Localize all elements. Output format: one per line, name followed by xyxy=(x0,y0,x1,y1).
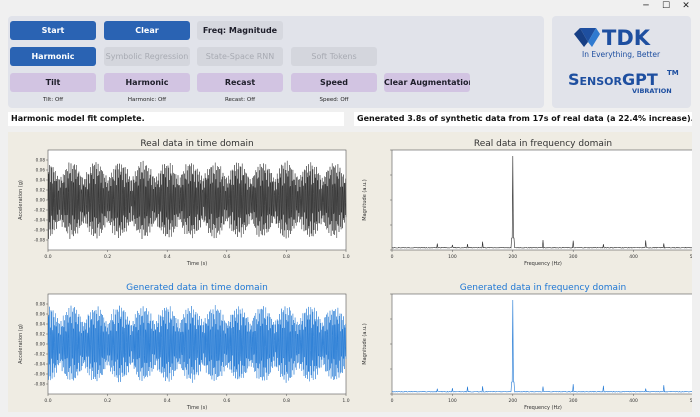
y-tick-label: 0.02 xyxy=(36,188,46,193)
soft-tokens-button[interactable]: Soft Tokens xyxy=(291,47,377,66)
speed-status: Speed: Off xyxy=(319,97,349,103)
x-tick-label: 0 xyxy=(391,254,394,260)
state-space-rnn-button[interactable]: State-Space RNN xyxy=(197,47,283,66)
chart-title: Real data in time domain xyxy=(140,139,253,149)
chart-title: Generated data in time domain xyxy=(126,283,268,293)
y-tick-label: 0.06 xyxy=(36,168,46,173)
spectrum-line xyxy=(391,155,694,249)
plot-frame xyxy=(391,149,695,251)
start-button[interactable]: Start xyxy=(10,21,96,40)
x-tick-label: 400 xyxy=(629,398,638,404)
y-axis-label: Magnitude (a.u.) xyxy=(362,323,368,364)
x-axis-label: Time (s) xyxy=(186,261,207,267)
y-tick-label: 0.06 xyxy=(36,312,46,317)
sensorgpt-title: SensorGPT xyxy=(568,70,658,89)
x-tick-label: 0.6 xyxy=(223,398,230,404)
x-tick-label: 0.0 xyxy=(44,254,51,260)
x-tick-label: 500 xyxy=(690,398,692,404)
x-tick-label: 0.4 xyxy=(164,398,171,404)
y-tick-label: -0.06 xyxy=(34,228,45,233)
y-tick-label: -0.06 xyxy=(34,372,45,377)
recast-button[interactable]: Recast xyxy=(197,73,283,92)
freq-magnitude-button[interactable]: Freq: Magnitude xyxy=(197,21,283,40)
tdk-emblem-icon xyxy=(574,28,600,47)
status-right: Generated 3.8s of synthetic data from 17… xyxy=(354,112,692,126)
x-tick-label: 300 xyxy=(569,254,578,260)
recast-status: Recast: Off xyxy=(224,97,256,103)
x-tick-label: 0.8 xyxy=(283,398,290,404)
tilt-button[interactable]: Tilt xyxy=(10,73,96,92)
y-tick-label: -0.02 xyxy=(34,208,45,213)
minimize-icon[interactable]: ─ xyxy=(643,1,649,11)
x-axis-label: Frequency (Hz) xyxy=(524,261,562,267)
tdk-brand: TDK xyxy=(602,26,651,50)
vibration-label: VIBRATION xyxy=(632,87,672,95)
clear-augmentations-button[interactable]: Clear Augmentations xyxy=(384,73,470,92)
y-tick-label: -0.02 xyxy=(34,352,45,357)
y-tick-label: 0.08 xyxy=(36,158,46,163)
y-tick-label: -0.04 xyxy=(34,362,45,367)
harmonic-status: Harmonic: Off xyxy=(127,97,167,103)
maximize-icon[interactable]: ☐ xyxy=(661,1,671,11)
y-tick-label: -0.08 xyxy=(34,382,45,387)
tdk-tagline: In Everything, Better xyxy=(582,50,661,59)
plot-frame xyxy=(391,293,695,395)
x-tick-label: 500 xyxy=(690,254,692,260)
y-tick-label: -0.08 xyxy=(34,238,45,243)
plots-svg: Real data in time domain 0.0 0.2 0.4 0.6 0.8 1… xyxy=(18,139,698,411)
y-tick-label: 0.00 xyxy=(36,198,46,203)
spectrum-line xyxy=(392,299,694,393)
x-tick-label: 0 xyxy=(391,398,394,404)
y-axis-label: Magnitude (a.u.) xyxy=(362,179,368,220)
window-titlebar: ─ ☐ ✕ xyxy=(0,0,700,12)
harmonic-model-button[interactable]: Harmonic xyxy=(10,47,96,66)
x-tick-label: 0.4 xyxy=(164,254,171,260)
signal-line xyxy=(47,160,347,240)
x-tick-label: 1.0 xyxy=(342,254,349,260)
clear-button[interactable]: Clear xyxy=(104,21,190,40)
symbolic-regression-button[interactable]: Symbolic Regression xyxy=(104,47,190,66)
x-tick-label: 0.8 xyxy=(283,254,290,260)
y-tick-label: 0.04 xyxy=(36,322,46,327)
x-tick-label: 400 xyxy=(629,254,638,260)
x-tick-label: 200 xyxy=(509,398,518,404)
x-tick-label: 100 xyxy=(448,398,457,404)
x-tick-label: 1.0 xyxy=(342,398,349,404)
plot-area: Real data in time domain 0.0 0.2 0.4 0.6 0.8 1… xyxy=(8,132,698,412)
close-icon[interactable]: ✕ xyxy=(682,1,690,11)
y-tick-label: -0.04 xyxy=(34,218,45,223)
y-tick-label: 0.02 xyxy=(36,332,46,337)
y-tick-label: 0.08 xyxy=(36,302,46,307)
x-tick-label: 0.2 xyxy=(104,254,111,260)
chart-title: Generated data in frequency domain xyxy=(460,283,627,293)
x-tick-label: 0.6 xyxy=(223,254,230,260)
x-axis-label: Time (s) xyxy=(186,405,207,411)
tilt-status: Tilt: Off xyxy=(42,97,64,103)
harmonic-augment-button[interactable]: Harmonic xyxy=(104,73,190,92)
status-left: Harmonic model fit complete. xyxy=(8,112,344,126)
sensorgpt-tm: TM xyxy=(667,69,679,77)
y-tick-label: 0.04 xyxy=(36,178,46,183)
x-tick-label: 0.2 xyxy=(104,398,111,404)
x-axis-label: Frequency (Hz) xyxy=(524,405,562,411)
control-panel: Start Clear Freq: Magnitude Harmonic Sym… xyxy=(8,16,544,108)
x-tick-label: 200 xyxy=(509,254,518,260)
tdk-logo-panel: TDK In Everything, Better SensorGPT TM V… xyxy=(552,16,691,108)
y-axis-label: Acceleration (g) xyxy=(18,324,24,364)
y-axis-label: Acceleration (g) xyxy=(18,180,24,220)
x-tick-label: 300 xyxy=(569,398,578,404)
x-tick-label: 0.0 xyxy=(44,398,51,404)
chart-title: Real data in frequency domain xyxy=(474,139,612,149)
x-tick-label: 100 xyxy=(448,254,457,260)
tdk-logo: TDK In Everything, Better SensorGPT TM V… xyxy=(568,26,679,95)
y-tick-label: 0.00 xyxy=(36,342,46,347)
speed-button[interactable]: Speed xyxy=(291,73,377,92)
